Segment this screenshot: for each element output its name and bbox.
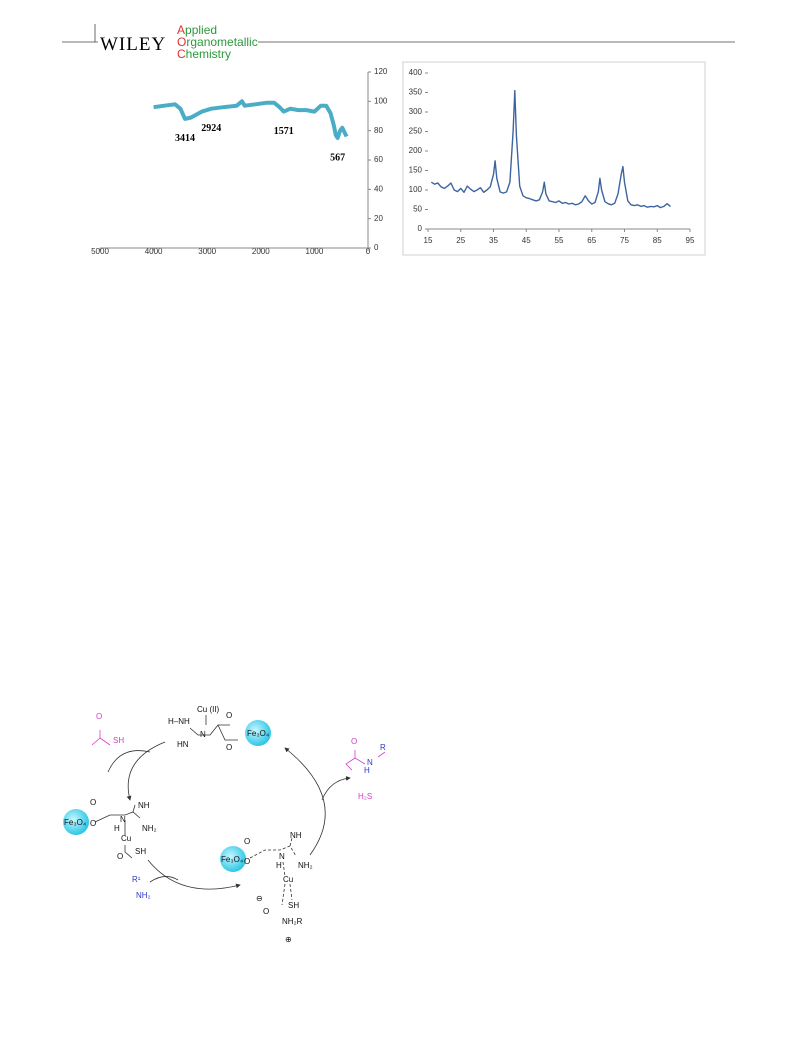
bond xyxy=(91,730,386,771)
scheme-label: H xyxy=(114,824,120,833)
bead xyxy=(63,809,89,835)
y-tick-label: 0 xyxy=(374,243,379,252)
y-tick-label: 250 xyxy=(409,127,423,136)
data-line xyxy=(430,89,671,209)
scheme-label: H–NH xyxy=(168,717,190,726)
scheme-label: R¹ xyxy=(132,875,141,884)
bead xyxy=(245,720,271,746)
scheme-label: NH₂R xyxy=(282,917,303,926)
annotation: 567 xyxy=(330,152,345,163)
scheme-label: O xyxy=(226,711,232,720)
y-tick-label: 120 xyxy=(374,67,388,76)
x-tick-label: 15 xyxy=(424,236,433,245)
y-tick-label: 350 xyxy=(409,88,423,97)
scheme-label: O xyxy=(90,819,96,828)
y-tick-label: 100 xyxy=(374,96,388,105)
scheme-label: N xyxy=(367,758,373,767)
scheme-label: Cu xyxy=(121,834,131,843)
y-tick-label: 150 xyxy=(409,166,423,175)
x-tick-label: 55 xyxy=(555,236,564,245)
data-line xyxy=(153,99,349,140)
x-tick-label: 2000 xyxy=(252,247,270,256)
journal-line: Chemistry xyxy=(177,47,232,61)
y-tick-label: 200 xyxy=(409,146,423,155)
scheme-label: O xyxy=(351,737,357,746)
x-tick-label: 95 xyxy=(686,236,695,245)
y-tick-label: 80 xyxy=(374,126,383,135)
arrow xyxy=(126,741,166,801)
scheme-label: Fe₃O₄ xyxy=(64,818,86,827)
x-tick-label: 5000 xyxy=(91,247,109,256)
y-tick-label: 50 xyxy=(413,205,422,214)
bond xyxy=(94,804,141,859)
annotation: 2924 xyxy=(201,123,221,134)
scheme-label: NH xyxy=(290,831,302,840)
journal-line: Applied xyxy=(177,23,218,37)
scheme-label: HN xyxy=(177,740,189,749)
x-tick-label: 45 xyxy=(522,236,531,245)
bond xyxy=(249,837,297,906)
scheme-label: ⊕ xyxy=(285,935,292,944)
arrow xyxy=(107,750,151,773)
publisher: WILEY xyxy=(100,34,167,55)
scheme-label: SH xyxy=(288,901,299,910)
x-tick-label: 0 xyxy=(366,247,371,256)
y-tick-label: 300 xyxy=(409,107,423,116)
scheme-label: Cu (II) xyxy=(197,705,220,714)
arrow xyxy=(147,859,241,890)
scheme-label: N xyxy=(120,815,126,824)
arrow xyxy=(284,747,326,856)
x-tick-label: 35 xyxy=(489,236,498,245)
y-tick-label: 100 xyxy=(409,185,423,194)
x-tick-label: 75 xyxy=(620,236,629,245)
scheme-label: O xyxy=(96,712,102,721)
scheme-label: NH₂ xyxy=(142,824,157,833)
scheme-label: ⊖ xyxy=(256,894,263,903)
arrow xyxy=(321,776,351,801)
y-tick-label: 20 xyxy=(374,214,383,223)
scheme-label: N xyxy=(279,852,285,861)
scheme-label: H xyxy=(276,861,282,870)
bead xyxy=(220,846,246,872)
arrow xyxy=(149,876,179,883)
bond xyxy=(189,715,238,741)
annotation: 3414 xyxy=(175,133,195,144)
scheme-label: Cu xyxy=(283,875,293,884)
scheme-label: NH₂ xyxy=(136,891,151,900)
journal-line: Organometallic xyxy=(177,35,258,49)
scheme-label: SH xyxy=(113,736,124,745)
scheme-label: NH₂ xyxy=(298,861,313,870)
scheme-label: R xyxy=(380,743,386,752)
scheme-label: O xyxy=(263,907,269,916)
scheme-label: N xyxy=(200,730,206,739)
chart-frame xyxy=(402,61,706,256)
y-tick-label: 0 xyxy=(418,224,423,233)
y-tick-label: 60 xyxy=(374,155,383,164)
x-tick-label: 3000 xyxy=(198,247,216,256)
scheme-label: O xyxy=(244,857,250,866)
scheme-label: H xyxy=(364,766,370,775)
y-tick-label: 40 xyxy=(374,184,383,193)
annotation: 1571 xyxy=(274,126,294,137)
scheme-label: O xyxy=(226,743,232,752)
x-tick-label: 1000 xyxy=(306,247,324,256)
scheme-label: Fe₃O₄ xyxy=(221,855,243,864)
x-tick-label: 25 xyxy=(456,236,465,245)
x-tick-label: 65 xyxy=(587,236,596,245)
scheme-label: SH xyxy=(135,847,146,856)
scheme-label: NH xyxy=(138,801,150,810)
x-tick-label: 85 xyxy=(653,236,662,245)
scheme-label: Fe₃O₄ xyxy=(247,729,269,738)
scheme-label: O xyxy=(244,837,250,846)
y-tick-label: 400 xyxy=(409,68,423,77)
scheme-label: H₂S xyxy=(358,792,372,801)
x-tick-label: 4000 xyxy=(145,247,163,256)
scheme-label: O xyxy=(117,852,123,861)
scheme-label: O xyxy=(90,798,96,807)
